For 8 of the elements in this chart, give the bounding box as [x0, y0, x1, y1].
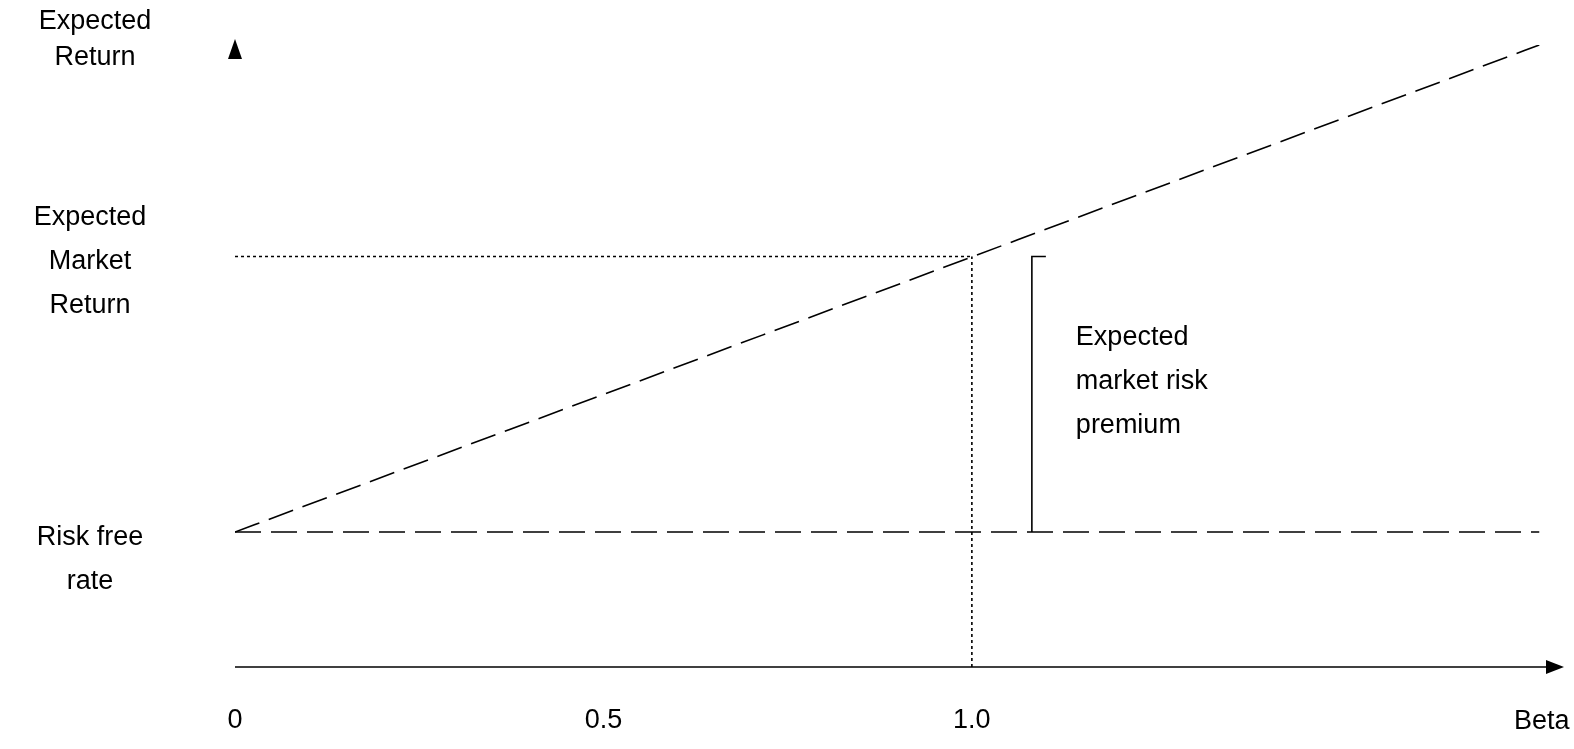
text: Risk free rate — [35, 520, 145, 597]
x-axis-title: Beta — [1514, 705, 1570, 736]
text: Expected Market Return — [32, 200, 148, 322]
annotation: Expected market risk premium — [1075, 320, 1209, 442]
x-tick-label: 0.5 — [584, 704, 623, 735]
x-tick-label: 0 — [227, 704, 243, 735]
x-tick-label: 1.0 — [953, 704, 991, 735]
y-axis-title: Expected Return — [37, 4, 153, 73]
